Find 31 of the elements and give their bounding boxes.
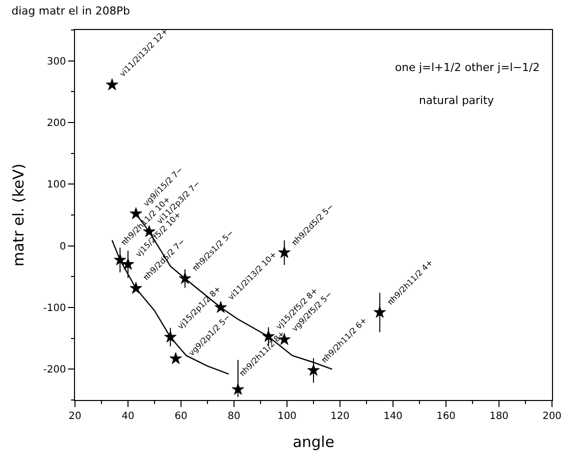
y-tick-label: 100 <box>46 180 66 191</box>
x-tick-label: 60 <box>174 411 188 422</box>
x-tick-label: 100 <box>277 411 297 422</box>
y-tick-label: -200 <box>43 364 66 376</box>
point <box>178 272 192 284</box>
point <box>307 364 320 376</box>
point <box>130 282 142 294</box>
x-tick-label: 180 <box>489 411 509 422</box>
point <box>278 246 291 258</box>
x-tick-label: 200 <box>542 411 562 422</box>
x-tick-label: 20 <box>68 411 82 422</box>
x-tick-label: 140 <box>383 411 403 422</box>
x-tick-label: 160 <box>436 411 456 422</box>
x-tick-label: 80 <box>228 411 240 422</box>
x-axis-title: angle <box>292 433 334 451</box>
y-tick-label: 300 <box>46 56 66 68</box>
chart-title: diag matr el in 208Pb <box>11 4 130 18</box>
y-axis-title: matr el. (keV) <box>10 164 28 266</box>
point <box>122 258 134 270</box>
point <box>169 352 182 364</box>
point <box>106 78 118 90</box>
annotation: one j=l+1/2 other j=l−1/2 <box>395 61 540 74</box>
x-tick-label: 40 <box>122 411 134 422</box>
point <box>214 300 227 313</box>
annotation: natural parity <box>419 94 494 107</box>
y-tick-label: -100 <box>43 303 66 314</box>
y-tick-label: 200 <box>46 118 66 129</box>
x-tick-label: 120 <box>330 411 350 422</box>
point <box>374 306 386 318</box>
y-tick-label: 0 <box>60 241 66 252</box>
point <box>232 382 244 395</box>
